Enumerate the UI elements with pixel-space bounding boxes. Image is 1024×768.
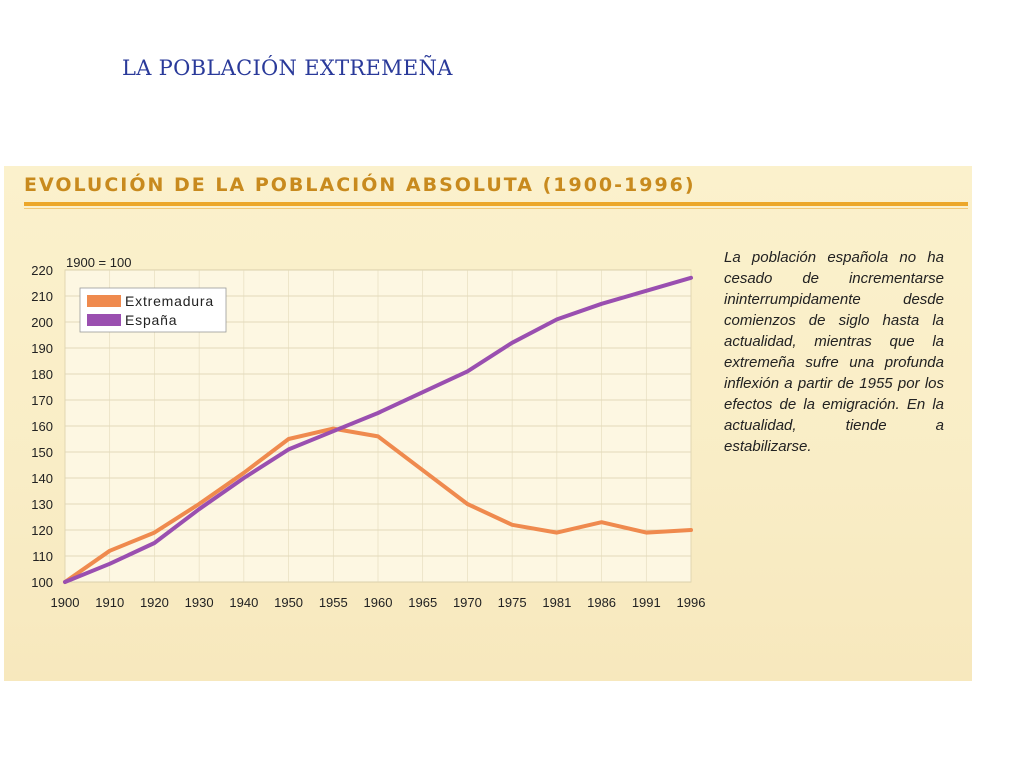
legend-label-extremadura: Extremadura <box>125 293 214 309</box>
y-tick-label: 180 <box>31 367 53 382</box>
x-tick-label: 1986 <box>587 595 616 610</box>
x-tick-label: 1960 <box>364 595 393 610</box>
x-tick-label: 1955 <box>319 595 348 610</box>
legend-swatch-espana <box>87 314 121 326</box>
y-tick-label: 200 <box>31 315 53 330</box>
x-tick-label: 1970 <box>453 595 482 610</box>
legend-swatch-extremadura <box>87 295 121 307</box>
x-tick-label: 1965 <box>408 595 437 610</box>
title-rule-thin <box>24 208 968 209</box>
title-rule <box>24 202 968 206</box>
y-tick-label: 160 <box>31 419 53 434</box>
x-tick-label: 1996 <box>677 595 706 610</box>
line-chart: 100110120130140150160170180190200210220 … <box>31 255 706 610</box>
x-tick-label: 1910 <box>95 595 124 610</box>
index-label: 1900 = 100 <box>66 255 131 270</box>
y-tick-label: 210 <box>31 289 53 304</box>
y-tick-label: 140 <box>31 471 53 486</box>
x-tick-label: 1930 <box>185 595 214 610</box>
legend: Extremadura España <box>79 287 227 333</box>
series-line-espana <box>63 275 693 584</box>
y-tick-label: 110 <box>32 549 53 564</box>
description-text: La población española no ha cesado de in… <box>724 249 944 455</box>
y-tick-label: 170 <box>31 393 53 408</box>
panel-title: EVOLUCIÓN DE LA POBLACIÓN ABSOLUTA (1900… <box>24 174 696 196</box>
slide-title: LA POBLACIÓN EXTREMEÑA <box>122 56 453 80</box>
x-tick-label: 1920 <box>140 595 169 610</box>
chart-panel: EVOLUCIÓN DE LA POBLACIÓN ABSOLUTA (1900… <box>4 166 972 681</box>
y-tick-label: 130 <box>31 497 53 512</box>
y-tick-label: 120 <box>31 523 53 538</box>
x-tick-label: 1991 <box>632 595 661 610</box>
x-tick-label: 1940 <box>229 595 258 610</box>
y-tick-label: 100 <box>31 575 53 590</box>
x-tick-label: 1900 <box>51 595 80 610</box>
x-tick-label: 1981 <box>542 595 571 610</box>
legend-label-espana: España <box>125 312 177 328</box>
y-tick-label: 150 <box>31 445 53 460</box>
series-line-extremadura <box>63 426 693 584</box>
y-tick-label: 190 <box>31 341 53 356</box>
x-tick-label: 1975 <box>498 595 527 610</box>
x-tick-label: 1950 <box>274 595 303 610</box>
y-tick-label: 220 <box>31 263 53 278</box>
